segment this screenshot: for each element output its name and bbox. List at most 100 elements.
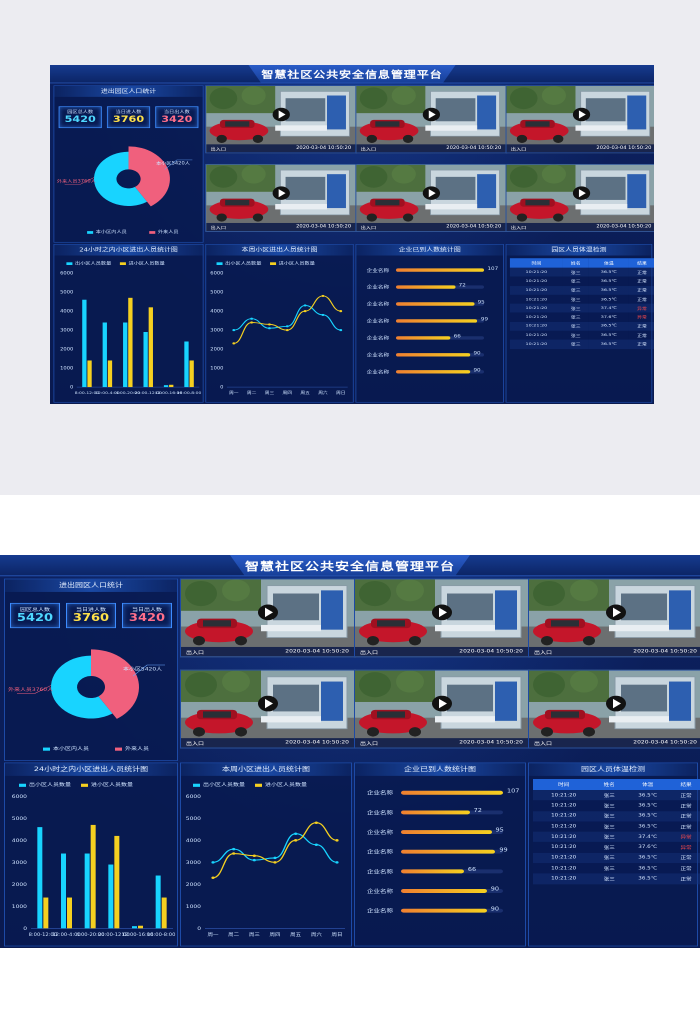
bar-legend-in: 进小区人员数量 [119, 260, 165, 266]
donut-label-outsiders: 外来人员3760人 [57, 178, 96, 184]
video-feed[interactable]: 出入口 2020-03-04 10:50:20 [355, 85, 508, 154]
temperature-column-header[interactable]: 姓名 [562, 258, 589, 268]
line-point-in [268, 323, 271, 326]
temperature-row[interactable]: 10:21:20 张三 36.5℃ 正常 [533, 800, 700, 811]
video-location: 出入口 [510, 147, 527, 152]
play-icon[interactable] [606, 695, 626, 712]
line-x-tick: 周二 [228, 933, 239, 938]
play-icon[interactable] [422, 107, 441, 122]
weekly-line-chart: 0 1000 2000 3000 4000 5000 6000 周一 周二 周三 周四 周五 周六 周日 [210, 271, 348, 396]
stat-total-label: 园区总人数 [19, 606, 50, 613]
video-timestamp: 2020-03-04 10:50:20 [633, 739, 697, 746]
bar-x-tick: 12:00-4:00 [95, 390, 120, 394]
temperature-cell: 10:21:20 [533, 810, 595, 822]
rank-track [401, 889, 503, 893]
temperature-row[interactable]: 10:21:20 张三 36.5℃ 正常 [509, 285, 654, 295]
temperature-column-header[interactable]: 结果 [671, 779, 700, 791]
video-feed[interactable]: 出入口 2020-03-04 10:50:20 [505, 163, 654, 232]
video-feed[interactable]: 出入口 2020-03-04 10:50:20 [528, 578, 700, 658]
play-icon[interactable] [572, 107, 591, 122]
play-icon[interactable] [258, 695, 278, 712]
temperature-row[interactable]: 10:21:20 张三 37.6℃ 异常 [533, 842, 700, 853]
temperature-row[interactable]: 10:21:20 张三 36.5℃ 正常 [509, 267, 654, 277]
video-feed[interactable]: 出入口 2020-03-04 10:50:20 [354, 669, 530, 749]
stat-total-value: 5420 [64, 114, 96, 125]
temperature-cell: 张三 [594, 842, 625, 853]
play-icon[interactable] [606, 604, 626, 621]
temperature-row[interactable]: 10:21:20 张三 36.5℃ 正常 [509, 330, 654, 340]
temperature-column-header[interactable]: 时间 [509, 258, 563, 268]
stat-total: 园区总人数 5420 [58, 106, 102, 129]
temperature-cell: 36.5℃ [624, 863, 672, 874]
video-feed[interactable]: 出入口 2020-03-04 10:50:20 [528, 669, 700, 749]
line-x-tick: 周六 [311, 932, 322, 938]
temperature-body: 10:21:20 张三 36.5℃ 正常 10:21:20 张三 36.5℃ 正常 10:21:… [509, 267, 654, 349]
rank-track [401, 790, 503, 795]
temperature-row[interactable]: 10:21:20 张三 36.5℃ 正常 [509, 276, 654, 286]
stat-out-value: 3420 [161, 114, 193, 125]
temperature-row[interactable]: 10:21:20 张三 36.5℃ 正常 [533, 873, 700, 885]
rank-fill [401, 889, 487, 893]
video-feed[interactable]: 出入口 2020-03-04 10:50:20 [180, 578, 356, 658]
play-icon[interactable] [258, 604, 278, 621]
temperature-column-header[interactable]: 体温 [624, 779, 672, 791]
video-caption: 出入口 2020-03-04 10:50:20 [181, 738, 355, 748]
stat-total-label: 园区总人数 [67, 109, 94, 115]
weekly-line-chart: 0 1000 2000 3000 4000 5000 6000 周一 周二 周三 周四 周五 周六 周日 [186, 794, 345, 938]
temperature-row[interactable]: 10:21:20 张三 37.4℃ 异常 [509, 303, 654, 313]
video-feed[interactable]: 出入口 2020-03-04 10:50:20 [354, 578, 530, 658]
play-icon[interactable] [422, 186, 441, 200]
header-bar: 智慧社区公共安全信息管理平台 [50, 65, 654, 84]
donut-label-outsiders: 外来人员3760人 [8, 686, 54, 693]
temperature-row[interactable]: 10:21:20 张三 37.4℃ 异常 [533, 831, 700, 843]
temperature-row[interactable]: 10:21:20 张三 36.5℃ 正常 [509, 294, 654, 304]
legend-swatch-outsiders [115, 747, 122, 751]
video-feed[interactable]: 出入口 2020-03-04 10:50:20 [205, 163, 358, 232]
stat-in-label: 当日进人数 [75, 606, 106, 613]
temperature-row[interactable]: 10:21:20 张三 36.5℃ 正常 [533, 790, 700, 801]
play-icon[interactable] [272, 186, 290, 200]
play-icon[interactable] [432, 695, 452, 712]
video-feed[interactable]: 出入口 2020-03-04 10:50:20 [505, 85, 654, 154]
rank-name: 企业名称 [366, 318, 390, 324]
bar-legend-in-label: 进小区人员数量 [128, 260, 165, 266]
video-timestamp: 2020-03-04 10:50:20 [285, 648, 349, 655]
temperature-column-header[interactable]: 姓名 [594, 779, 625, 791]
play-icon[interactable] [272, 107, 290, 122]
temperature-row[interactable]: 10:21:20 张三 36.5℃ 正常 [533, 863, 700, 874]
rank-name: 企业名称 [366, 335, 390, 341]
temperature-column-header[interactable]: 体温 [588, 258, 630, 268]
temperature-cell: 异常 [671, 831, 700, 843]
temperature-row[interactable]: 10:21:20 张三 36.5℃ 正常 [509, 321, 654, 331]
play-icon[interactable] [432, 604, 452, 621]
temperature-row[interactable]: 10:21:20 张三 36.5℃ 正常 [509, 339, 654, 349]
temperature-cell: 正常 [629, 321, 654, 331]
line-y-tick: 0 [197, 926, 201, 931]
video-feed[interactable]: 出入口 2020-03-04 10:50:20 [205, 85, 358, 154]
camera-feed-image [529, 670, 700, 748]
temperature-cell: 10:21:20 [533, 873, 595, 885]
temperature-row[interactable]: 10:21:20 张三 36.5℃ 正常 [533, 821, 700, 832]
line-y-tick: 6000 [186, 794, 202, 799]
line-point-out [268, 327, 271, 330]
temperature-row[interactable]: 10:21:20 张三 36.5℃ 正常 [533, 852, 700, 864]
play-icon[interactable] [572, 186, 591, 200]
population-card: 进出园区人口统计 园区总人数 5420 当日进人数 3760 当日出人数 342… [4, 578, 178, 761]
temperature-row[interactable]: 10:21:20 张三 37.6℃ 异常 [509, 312, 654, 322]
rank-value: 90 [473, 350, 481, 356]
video-timestamp: 2020-03-04 10:50:20 [596, 224, 652, 230]
line-point-out [250, 317, 254, 320]
temperature-row[interactable]: 10:21:20 张三 36.5℃ 正常 [533, 810, 700, 822]
rank-track [401, 869, 503, 874]
temperature-column-header[interactable]: 结果 [629, 258, 654, 268]
video-feed[interactable]: 出入口 2020-03-04 10:50:20 [180, 669, 356, 749]
video-location: 出入口 [186, 650, 205, 656]
temperature-cell: 37.6℃ [624, 842, 672, 853]
rank-row: 企业名称 72 [356, 282, 504, 291]
line-y-tick: 4000 [210, 309, 223, 314]
legend-swatch-residents [87, 230, 94, 234]
line-point-in [285, 329, 289, 332]
page-title: 智慧社区公共安全信息管理平台 [261, 69, 443, 81]
video-feed[interactable]: 出入口 2020-03-04 10:50:20 [355, 163, 508, 232]
temperature-column-header[interactable]: 时间 [533, 779, 595, 791]
